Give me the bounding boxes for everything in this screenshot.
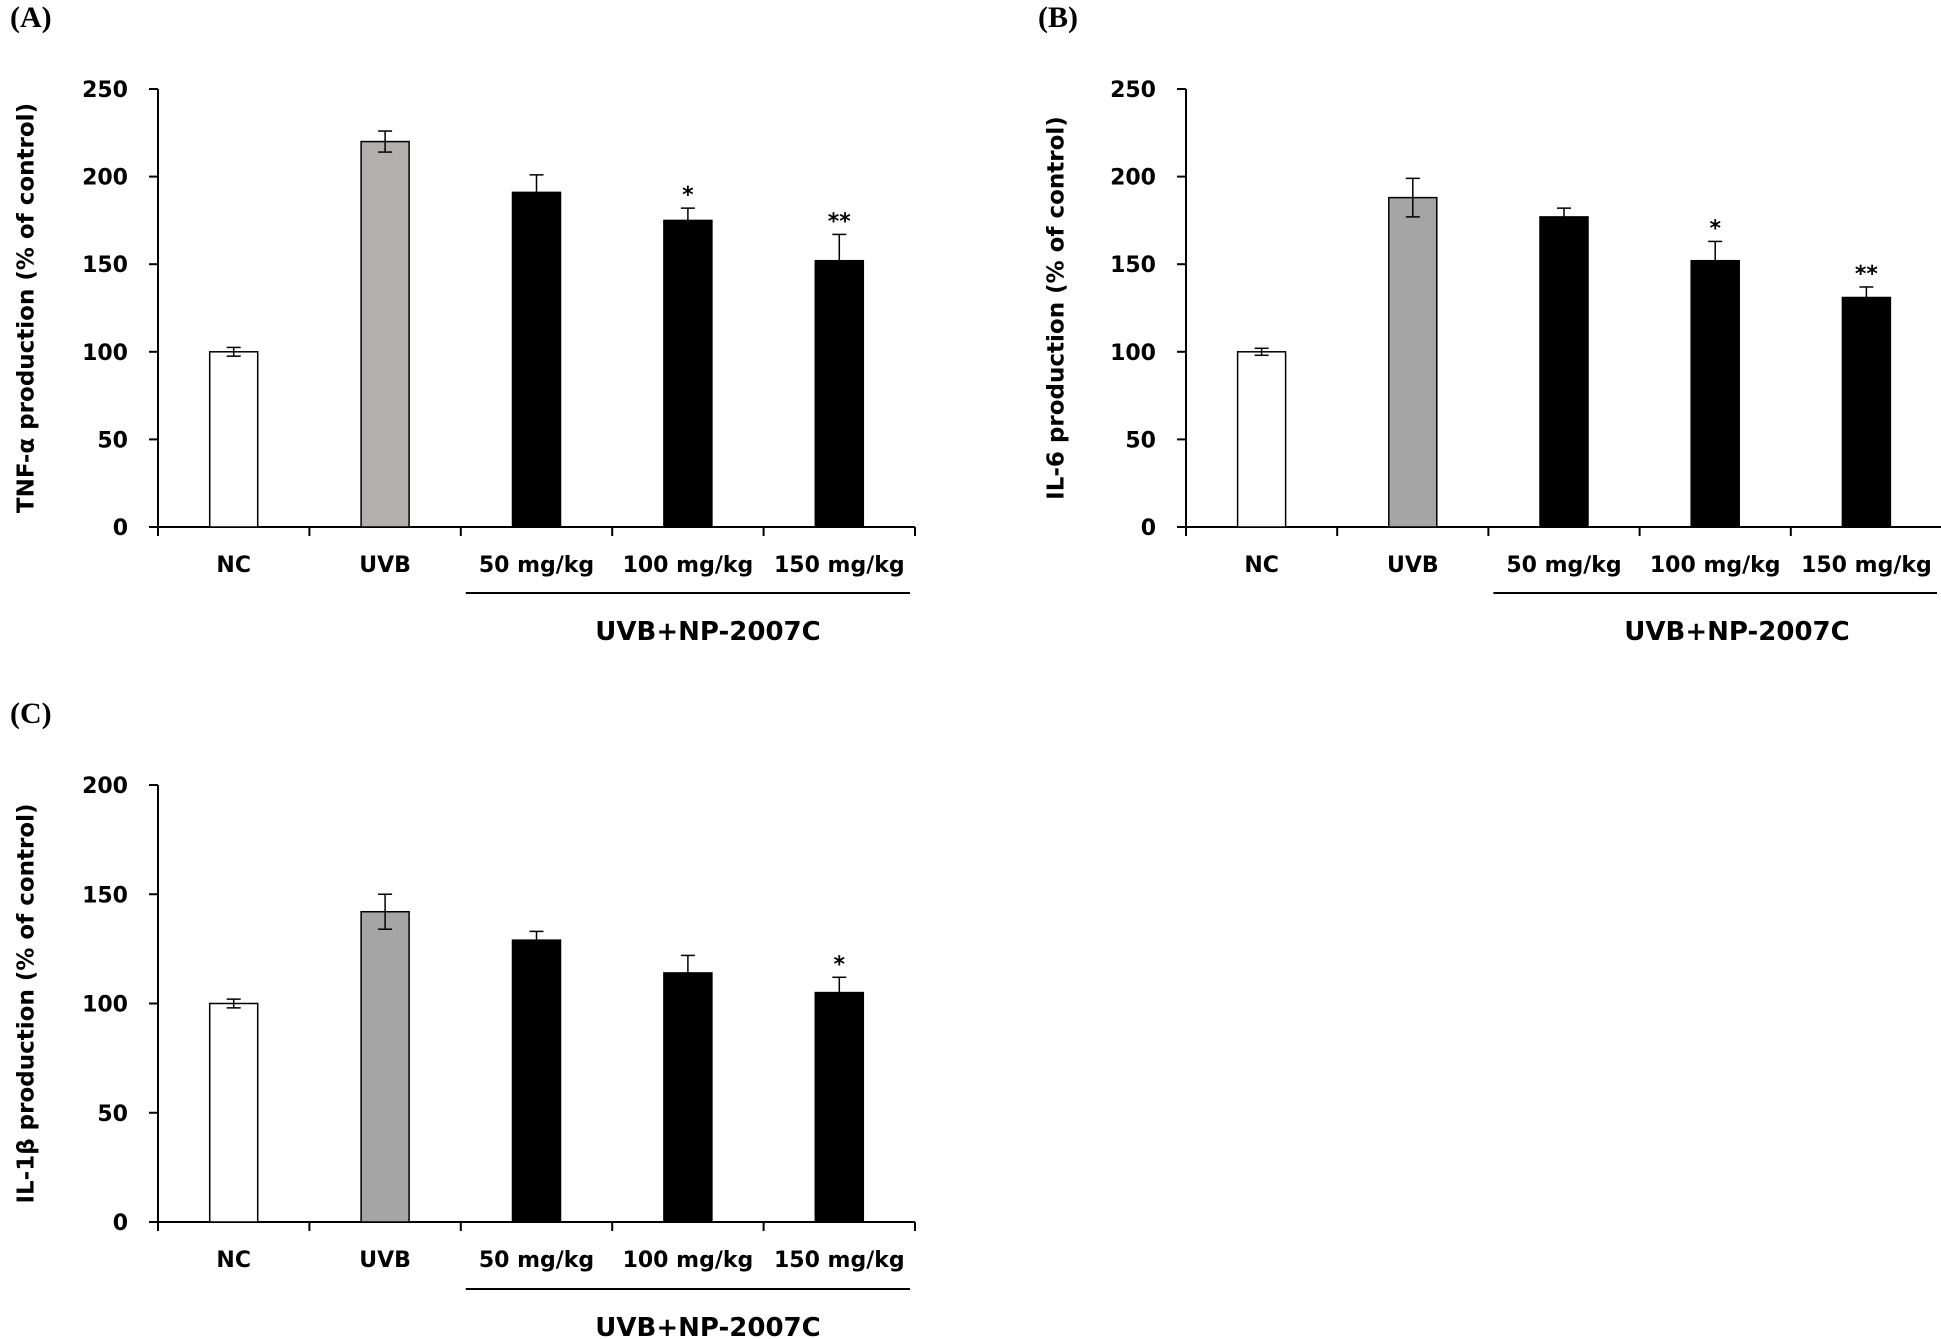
panel-letter: (C) xyxy=(10,697,52,730)
y-tick-label: 150 xyxy=(1110,253,1156,278)
x-tick-label: 100 mg/kg xyxy=(623,553,754,578)
bar xyxy=(814,259,865,528)
group-label: UVB+NP-2007C xyxy=(1624,617,1849,647)
bar xyxy=(360,140,410,528)
significance-marker: ** xyxy=(1855,262,1879,287)
y-tick-label: 150 xyxy=(82,883,128,908)
bar xyxy=(814,991,865,1223)
y-axis-title: IL-1β production (% of control) xyxy=(14,803,40,1203)
y-tick-label: 0 xyxy=(1141,516,1156,541)
bar xyxy=(1539,216,1589,528)
x-tick-label: 50 mg/kg xyxy=(479,1248,594,1273)
chart-panel-3: (C) 0 50 100 150 200 NC UVB 50 mg/kg 100 mg/kg 150… xyxy=(10,697,916,1339)
y-tick-label: 250 xyxy=(82,78,128,103)
chart-panel-2: (B) 0 50 100 150 200 250 NC UVB 50 mg/kg 100 mg/kg… xyxy=(1038,1,1941,647)
bar xyxy=(1388,196,1438,528)
x-tick-label: 50 mg/kg xyxy=(479,553,594,578)
y-tick-label: 150 xyxy=(82,253,128,278)
x-tick-label: 150 mg/kg xyxy=(774,1248,905,1273)
bar xyxy=(1690,259,1740,528)
y-tick-label: 50 xyxy=(97,428,128,453)
group-label: UVB+NP-2007C xyxy=(595,617,820,647)
y-tick-label: 200 xyxy=(82,166,128,191)
bar xyxy=(208,351,259,528)
x-tick-label: 50 mg/kg xyxy=(1506,553,1621,578)
x-tick-label: NC xyxy=(216,1248,251,1273)
y-tick-label: 250 xyxy=(1110,78,1156,103)
x-tick-label: 150 mg/kg xyxy=(1801,553,1932,578)
x-tick-label: 100 mg/kg xyxy=(1650,553,1781,578)
x-tick-label: UVB xyxy=(1387,553,1439,578)
significance-marker: * xyxy=(1709,216,1721,241)
x-tick-label: 150 mg/kg xyxy=(774,553,905,578)
bar xyxy=(1841,296,1892,528)
x-tick-label: UVB xyxy=(359,553,411,578)
bar xyxy=(511,939,562,1223)
y-tick-label: 0 xyxy=(113,516,128,541)
group-label: UVB+NP-2007C xyxy=(595,1313,820,1339)
y-tick-label: 0 xyxy=(113,1211,128,1236)
y-tick-label: 100 xyxy=(82,341,128,366)
bar xyxy=(663,219,713,528)
bar xyxy=(663,972,713,1223)
x-tick-label: 100 mg/kg xyxy=(623,1248,754,1273)
x-tick-label: NC xyxy=(216,553,251,578)
bar xyxy=(208,1002,259,1223)
significance-marker: * xyxy=(682,183,694,208)
y-tick-label: 100 xyxy=(82,993,128,1018)
bar xyxy=(1236,351,1287,528)
y-tick-label: 50 xyxy=(1125,428,1156,453)
y-axis-title: TNF-α production (% of control) xyxy=(14,103,40,513)
panel-letter: (B) xyxy=(1038,1,1078,34)
panel-letter: (A) xyxy=(10,1,52,34)
y-tick-label: 100 xyxy=(1110,341,1156,366)
significance-marker: * xyxy=(834,952,846,977)
x-tick-label: NC xyxy=(1244,553,1279,578)
y-tick-label: 200 xyxy=(82,774,128,799)
y-tick-label: 50 xyxy=(97,1102,128,1127)
chart-panel-1: (A) 0 50 100 150 200 250 NC UVB 50 mg/kg 100 mg/kg… xyxy=(10,1,916,647)
bar xyxy=(511,191,562,528)
y-axis-title: IL-6 production (% of control) xyxy=(1044,116,1070,500)
y-tick-label: 200 xyxy=(1110,166,1156,191)
bar xyxy=(360,910,410,1223)
x-tick-label: UVB xyxy=(359,1248,411,1273)
significance-marker: ** xyxy=(828,209,852,234)
